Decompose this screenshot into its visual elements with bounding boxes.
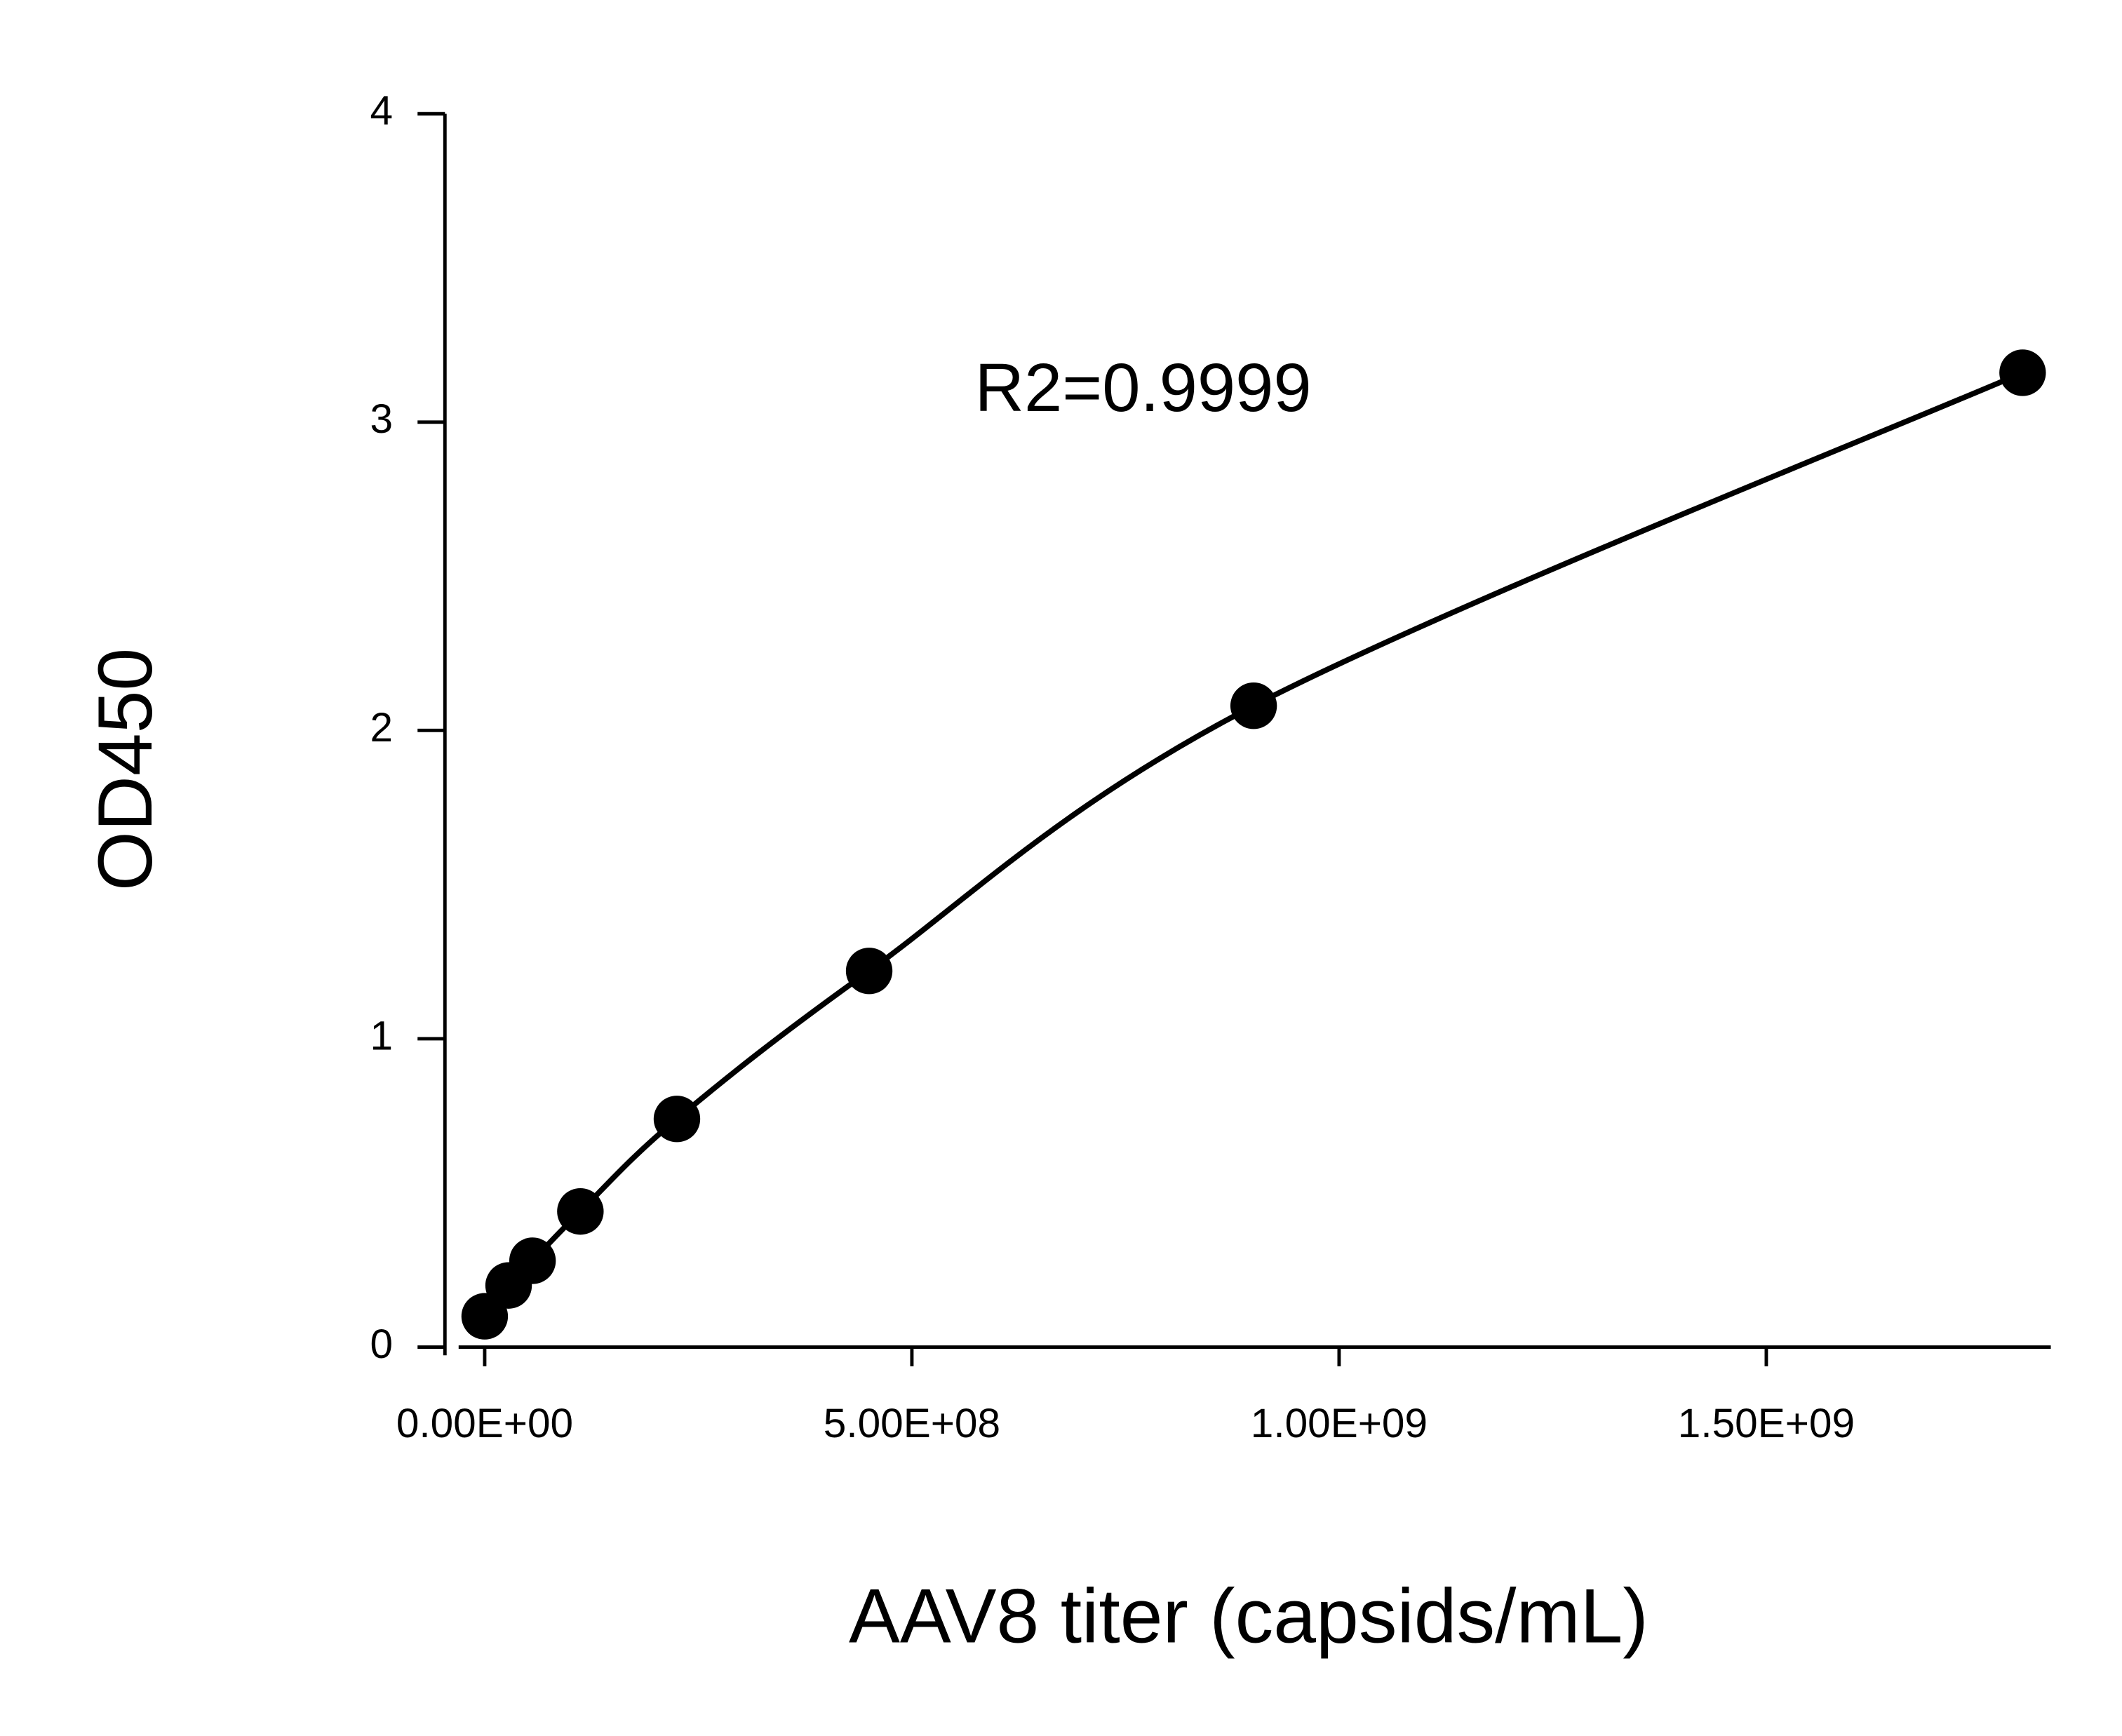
- y-tick-label: 0: [370, 1321, 394, 1367]
- y-tick-label: 2: [370, 705, 394, 751]
- x-tick-label: 5.00E+08: [824, 1401, 1000, 1446]
- x-tick-label: 1.50E+09: [1678, 1401, 1855, 1446]
- y-tick-label: 3: [370, 396, 394, 442]
- y-axis-title: OD450: [83, 648, 168, 891]
- data-point: [653, 1096, 701, 1143]
- x-tick-label: 0.00E+00: [396, 1401, 573, 1446]
- data-point: [1999, 349, 2046, 396]
- y-tick-label: 1: [370, 1013, 394, 1058]
- data-point: [557, 1187, 604, 1235]
- data-point: [1230, 682, 1277, 729]
- x-tick-label: 1.00E+09: [1251, 1401, 1428, 1446]
- data-point: [509, 1237, 556, 1284]
- data-point: [845, 948, 893, 995]
- y-tick-label: 4: [370, 88, 394, 134]
- x-axis-title: AAV8 titer (capsids/mL): [849, 1574, 1648, 1660]
- fit-line: [482, 370, 2024, 1318]
- annotation: R2=0.9999: [975, 349, 1312, 426]
